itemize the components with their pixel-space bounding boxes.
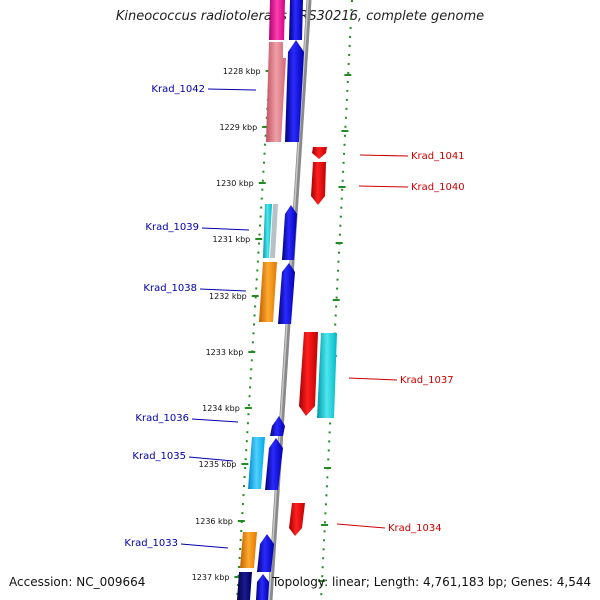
gene-arrow-krad-1037-red [299, 332, 318, 416]
leader-line-krad-1042 [207, 88, 257, 91]
scale-label: 1228 kbp [223, 67, 261, 76]
gene-arrow-krad-1040 [311, 162, 326, 205]
gene-arrow-blue-top [289, 0, 303, 40]
leader-line-krad-1039 [201, 227, 250, 231]
scale-label: 1232 kbp [209, 292, 247, 301]
gene-arrow-navy-bottom [237, 572, 252, 600]
gene-label-krad-1037[interactable]: Krad_1037 [400, 375, 454, 386]
gene-arrow-magenta-top [269, 0, 285, 40]
gene-label-krad-1041[interactable]: Krad_1041 [411, 151, 465, 162]
scale-label: 1237 kbp [192, 573, 230, 582]
gene-arrow-krad-1036-blue [270, 416, 285, 436]
scale-label: 1236 kbp [195, 517, 233, 526]
gene-features [237, 0, 337, 600]
leader-line-krad-1037 [348, 377, 398, 381]
gene-arrow-krad-1039-grey [270, 204, 278, 258]
leader-line-krad-1035 [188, 456, 234, 462]
scale-label: 1230 kbp [216, 179, 254, 188]
leader-line-krad-1038 [199, 288, 247, 292]
gene-arrow-krad-1033-orange [240, 532, 257, 568]
gene-label-krad-1033[interactable]: Krad_1033 [124, 538, 178, 549]
gene-labels: Krad_1042 Krad_1041 Krad_1040 Krad_1039 Krad… [124, 84, 464, 549]
scale-label: 1233 kbp [206, 348, 244, 357]
scale-label: 1231 kbp [213, 235, 251, 244]
scale-ticks: 1228 kbp 1229 kbp 1230 kbp 1231 kbp 1232 kbp… [192, 67, 352, 582]
gene-label-krad-1034[interactable]: Krad_1034 [388, 523, 442, 534]
scale-label: 1235 kbp [199, 460, 237, 469]
gene-arrow-krad-1034 [289, 503, 305, 536]
gene-label-krad-1036[interactable]: Krad_1036 [135, 413, 189, 424]
gene-arrow-krad-1039-cyan [263, 204, 272, 258]
gene-label-krad-1042[interactable]: Krad_1042 [151, 84, 205, 95]
gene-label-krad-1035[interactable]: Krad_1035 [132, 451, 186, 462]
gene-arrow-krad-1038-orange [259, 262, 277, 322]
gene-arrow-krad-1042-pink [266, 42, 286, 142]
gene-arrow-krad-1039-blue [282, 205, 297, 260]
leader-line-krad-1036 [191, 418, 239, 423]
scale-label: 1229 kbp [219, 123, 257, 132]
gene-arrow-krad-1038-blue [278, 263, 295, 324]
gene-arrow-krad-1041 [312, 147, 327, 159]
gene-label-krad-1039[interactable]: Krad_1039 [145, 222, 199, 233]
gene-arrow-krad-1033-blue [257, 534, 274, 572]
gene-arrow-krad-1035-sky [248, 437, 265, 489]
gene-label-krad-1038[interactable]: Krad_1038 [143, 283, 197, 294]
gene-arrow-krad-1042-blue [285, 40, 304, 142]
gene-arrow-blue-bottom [256, 574, 269, 600]
scale-label: 1234 kbp [202, 404, 240, 413]
topology-text: Topology: linear; Length: 4,761,183 bp; … [272, 575, 592, 589]
accession-text: Accession: NC_009664 [9, 575, 146, 589]
leader-line-krad-1033 [180, 543, 229, 549]
leader-line-krad-1041 [359, 154, 409, 157]
gene-label-krad-1040[interactable]: Krad_1040 [411, 182, 465, 193]
leader-line-krad-1040 [358, 185, 409, 188]
leader-line-krad-1034 [336, 523, 386, 529]
right-scale-track [320, 0, 353, 600]
gene-arrow-krad-1037-cyan [317, 333, 337, 418]
gene-arrow-krad-1035-blue [265, 438, 283, 490]
